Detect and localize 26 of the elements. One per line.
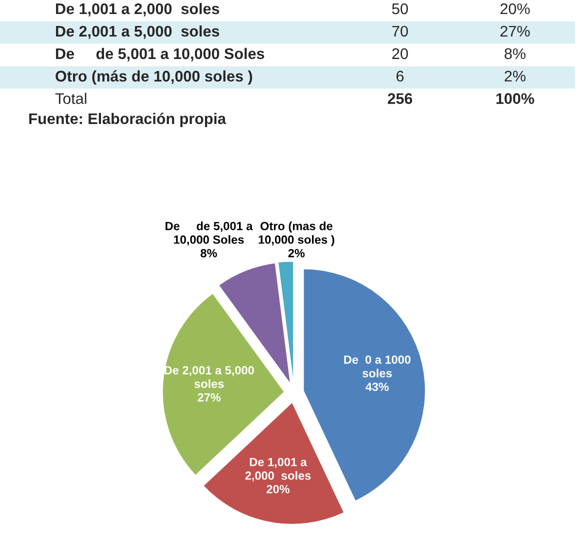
text: 27% bbox=[500, 26, 530, 37]
text: 20% bbox=[500, 3, 530, 14]
data-label: 20% bbox=[266, 484, 290, 494]
slice-label: De 2,001 a 5,000 soles bbox=[164, 366, 254, 388]
data-label: 256 bbox=[388, 93, 412, 104]
text: 100% bbox=[496, 93, 534, 104]
category-label: Otro (más de 10,000 soles ) bbox=[56, 70, 252, 85]
slice-label: De 0 a 1000 soles bbox=[344, 356, 411, 378]
data-label: 20 bbox=[392, 48, 408, 60]
text: 2% bbox=[504, 70, 526, 82]
category-label: Total bbox=[55, 92, 86, 104]
category-label: De 2,001 a 5,000 soles bbox=[56, 25, 220, 39]
slice-label: Otro (mas de 10,000 soles ) bbox=[258, 222, 334, 246]
data-label: 70 bbox=[392, 26, 408, 37]
category-label: De 1,001 a 2,000 soles bbox=[56, 2, 220, 16]
category-label: De de 5,001 a 10,000 Soles bbox=[56, 48, 264, 62]
data-label: 8% bbox=[200, 249, 217, 258]
data-label: 43% bbox=[366, 382, 389, 392]
data-label: 50 bbox=[392, 3, 408, 14]
text: 8% bbox=[504, 48, 526, 60]
data-label: 6 bbox=[396, 70, 404, 82]
data-label: 2% bbox=[288, 249, 305, 258]
slice-label: De de 5,001 a 10,000 Soles bbox=[166, 222, 253, 246]
data-label: 27% bbox=[198, 393, 221, 402]
source-note: Fuente: Elaboración propia bbox=[29, 112, 226, 128]
slice-label: De 1,001 a 2,000 soles bbox=[245, 458, 311, 482]
